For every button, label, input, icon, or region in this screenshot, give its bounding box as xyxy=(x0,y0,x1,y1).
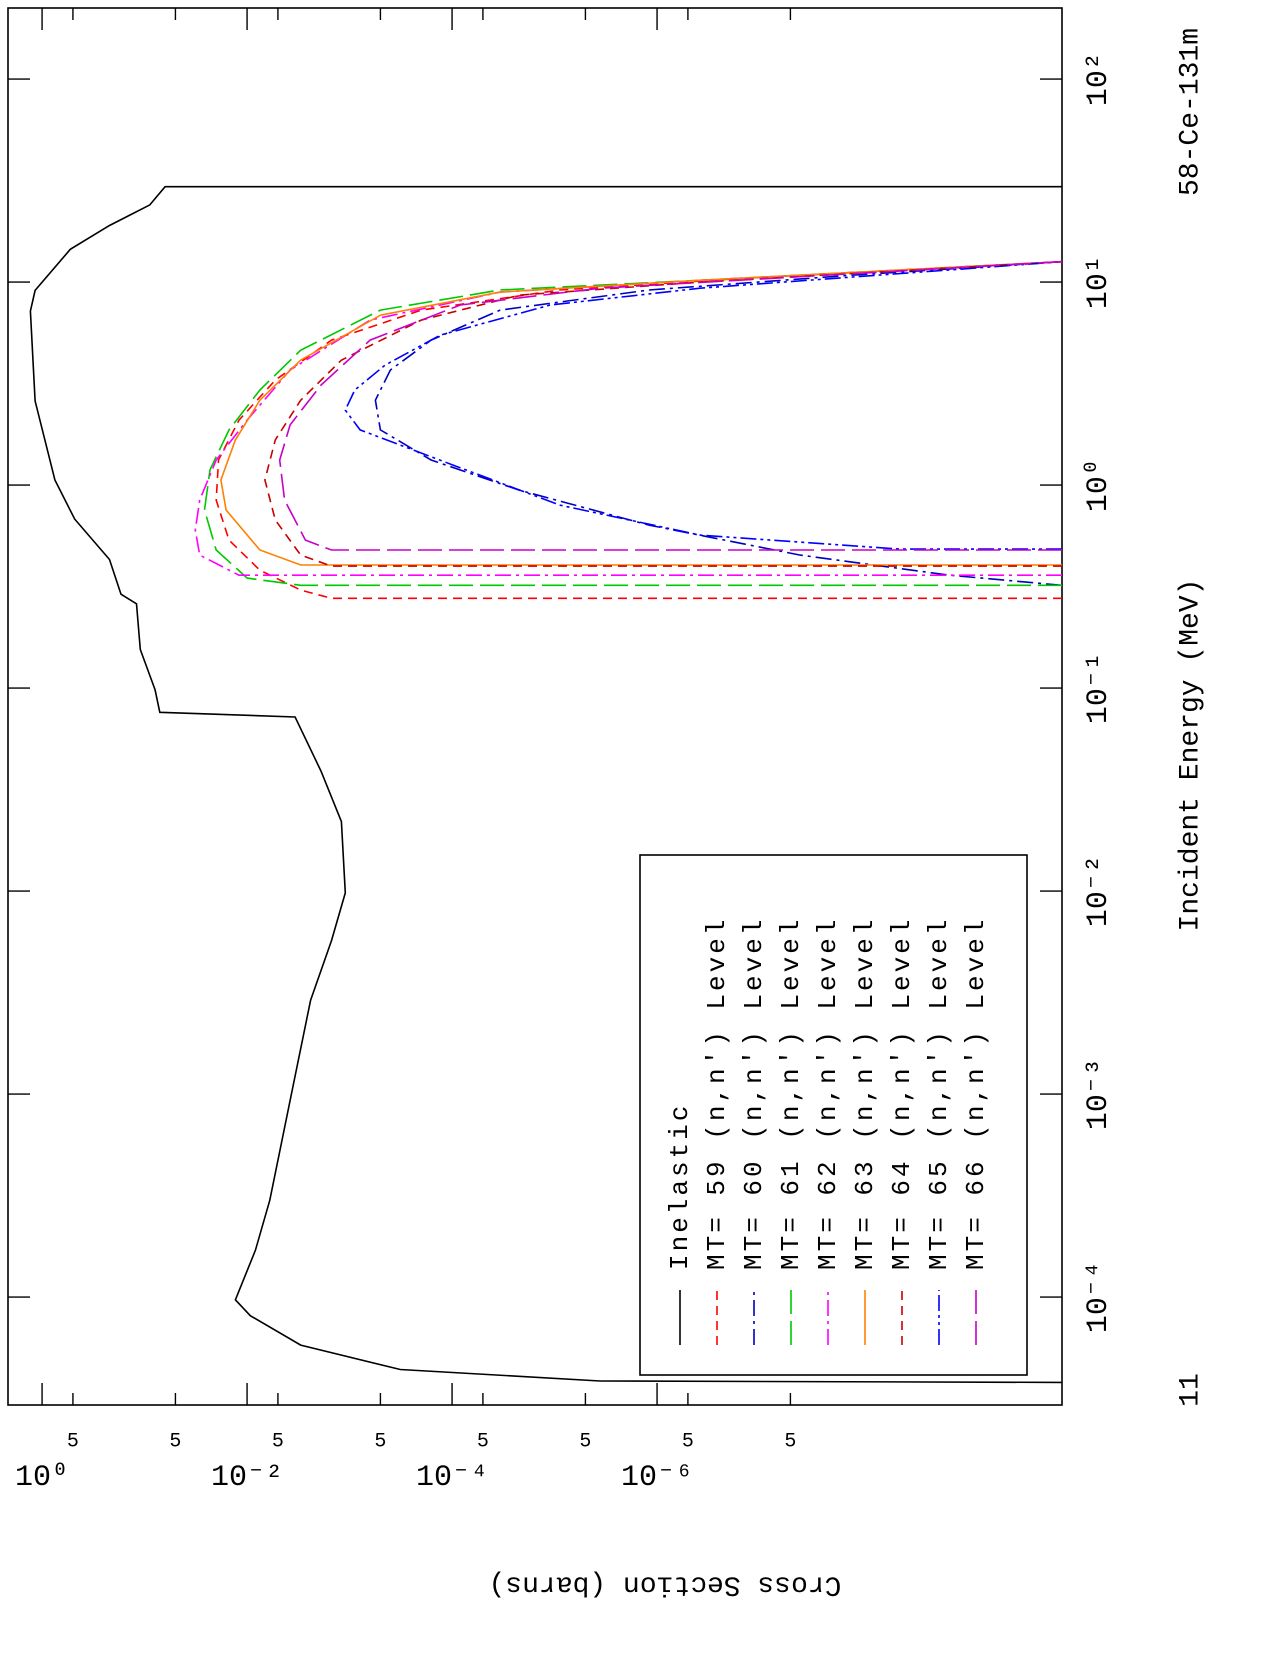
y-tick-label: 5 xyxy=(374,1430,386,1453)
legend-label: MT= 66 (n,n') Level xyxy=(961,917,991,1270)
x-tick-label: 10⁻³ xyxy=(1082,1058,1116,1130)
x-tick-label: 10⁻¹ xyxy=(1082,652,1116,724)
series-line xyxy=(203,260,1063,587)
series-line xyxy=(278,260,1063,551)
series-line xyxy=(344,260,1063,550)
y-tick-label: 10⁰ xyxy=(15,1461,69,1495)
legend-label: MT= 62 (n,n') Level xyxy=(813,917,843,1270)
legend-box xyxy=(639,854,1028,1376)
series-line xyxy=(29,185,1063,1384)
series-line xyxy=(374,260,1063,587)
y-tick-label: 5 xyxy=(579,1430,591,1453)
plot-frame xyxy=(7,7,1063,1406)
legend-label: MT= 65 (n,n') Level xyxy=(924,917,954,1270)
chart-title: 58-Ce-131m xyxy=(1175,28,1206,196)
series-line xyxy=(194,260,1063,576)
y-tick-label: 5 xyxy=(784,1430,796,1453)
y-axis-label: Cross Section (barns) xyxy=(489,1569,842,1600)
y-tick-label: 10⁻² xyxy=(211,1461,283,1495)
x-tick-label: 10⁰ xyxy=(1082,458,1116,512)
x-tick-label: 10² xyxy=(1082,52,1116,106)
series-line xyxy=(220,260,1063,566)
series-line xyxy=(264,260,1063,567)
y-tick-label: 5 xyxy=(67,1430,79,1453)
rotated-plot: Incident Energy (MeV) Cross Section (bar… xyxy=(7,7,1206,1600)
series-line xyxy=(215,260,1063,600)
legend-label: MT= 60 (n,n') Level xyxy=(739,917,769,1270)
legend-label: MT= 59 (n,n') Level xyxy=(702,917,732,1270)
legend-label: MT= 64 (n,n') Level xyxy=(887,917,917,1270)
legend-label: Inelastic xyxy=(665,1103,695,1270)
y-tick-label: 5 xyxy=(682,1430,694,1453)
x-tick-label: 10¹ xyxy=(1082,255,1116,309)
legend-label: MT= 61 (n,n') Level xyxy=(776,917,806,1270)
legend-label: MT= 63 (n,n') Level xyxy=(850,917,880,1270)
y-tick-label: 10⁻⁶ xyxy=(621,1461,693,1495)
y-tick-label: 5 xyxy=(477,1430,489,1453)
x-tick-label: 10⁻² xyxy=(1082,855,1116,927)
x-axis-label: Incident Energy (MeV) xyxy=(1175,579,1206,932)
y-tick-label: 5 xyxy=(272,1430,284,1453)
y-tick-label: 5 xyxy=(169,1430,181,1453)
annotation: 11 xyxy=(1175,1373,1206,1407)
x-tick-label: 10⁻⁴ xyxy=(1082,1261,1116,1333)
y-tick-label: 10⁻⁴ xyxy=(416,1461,488,1495)
